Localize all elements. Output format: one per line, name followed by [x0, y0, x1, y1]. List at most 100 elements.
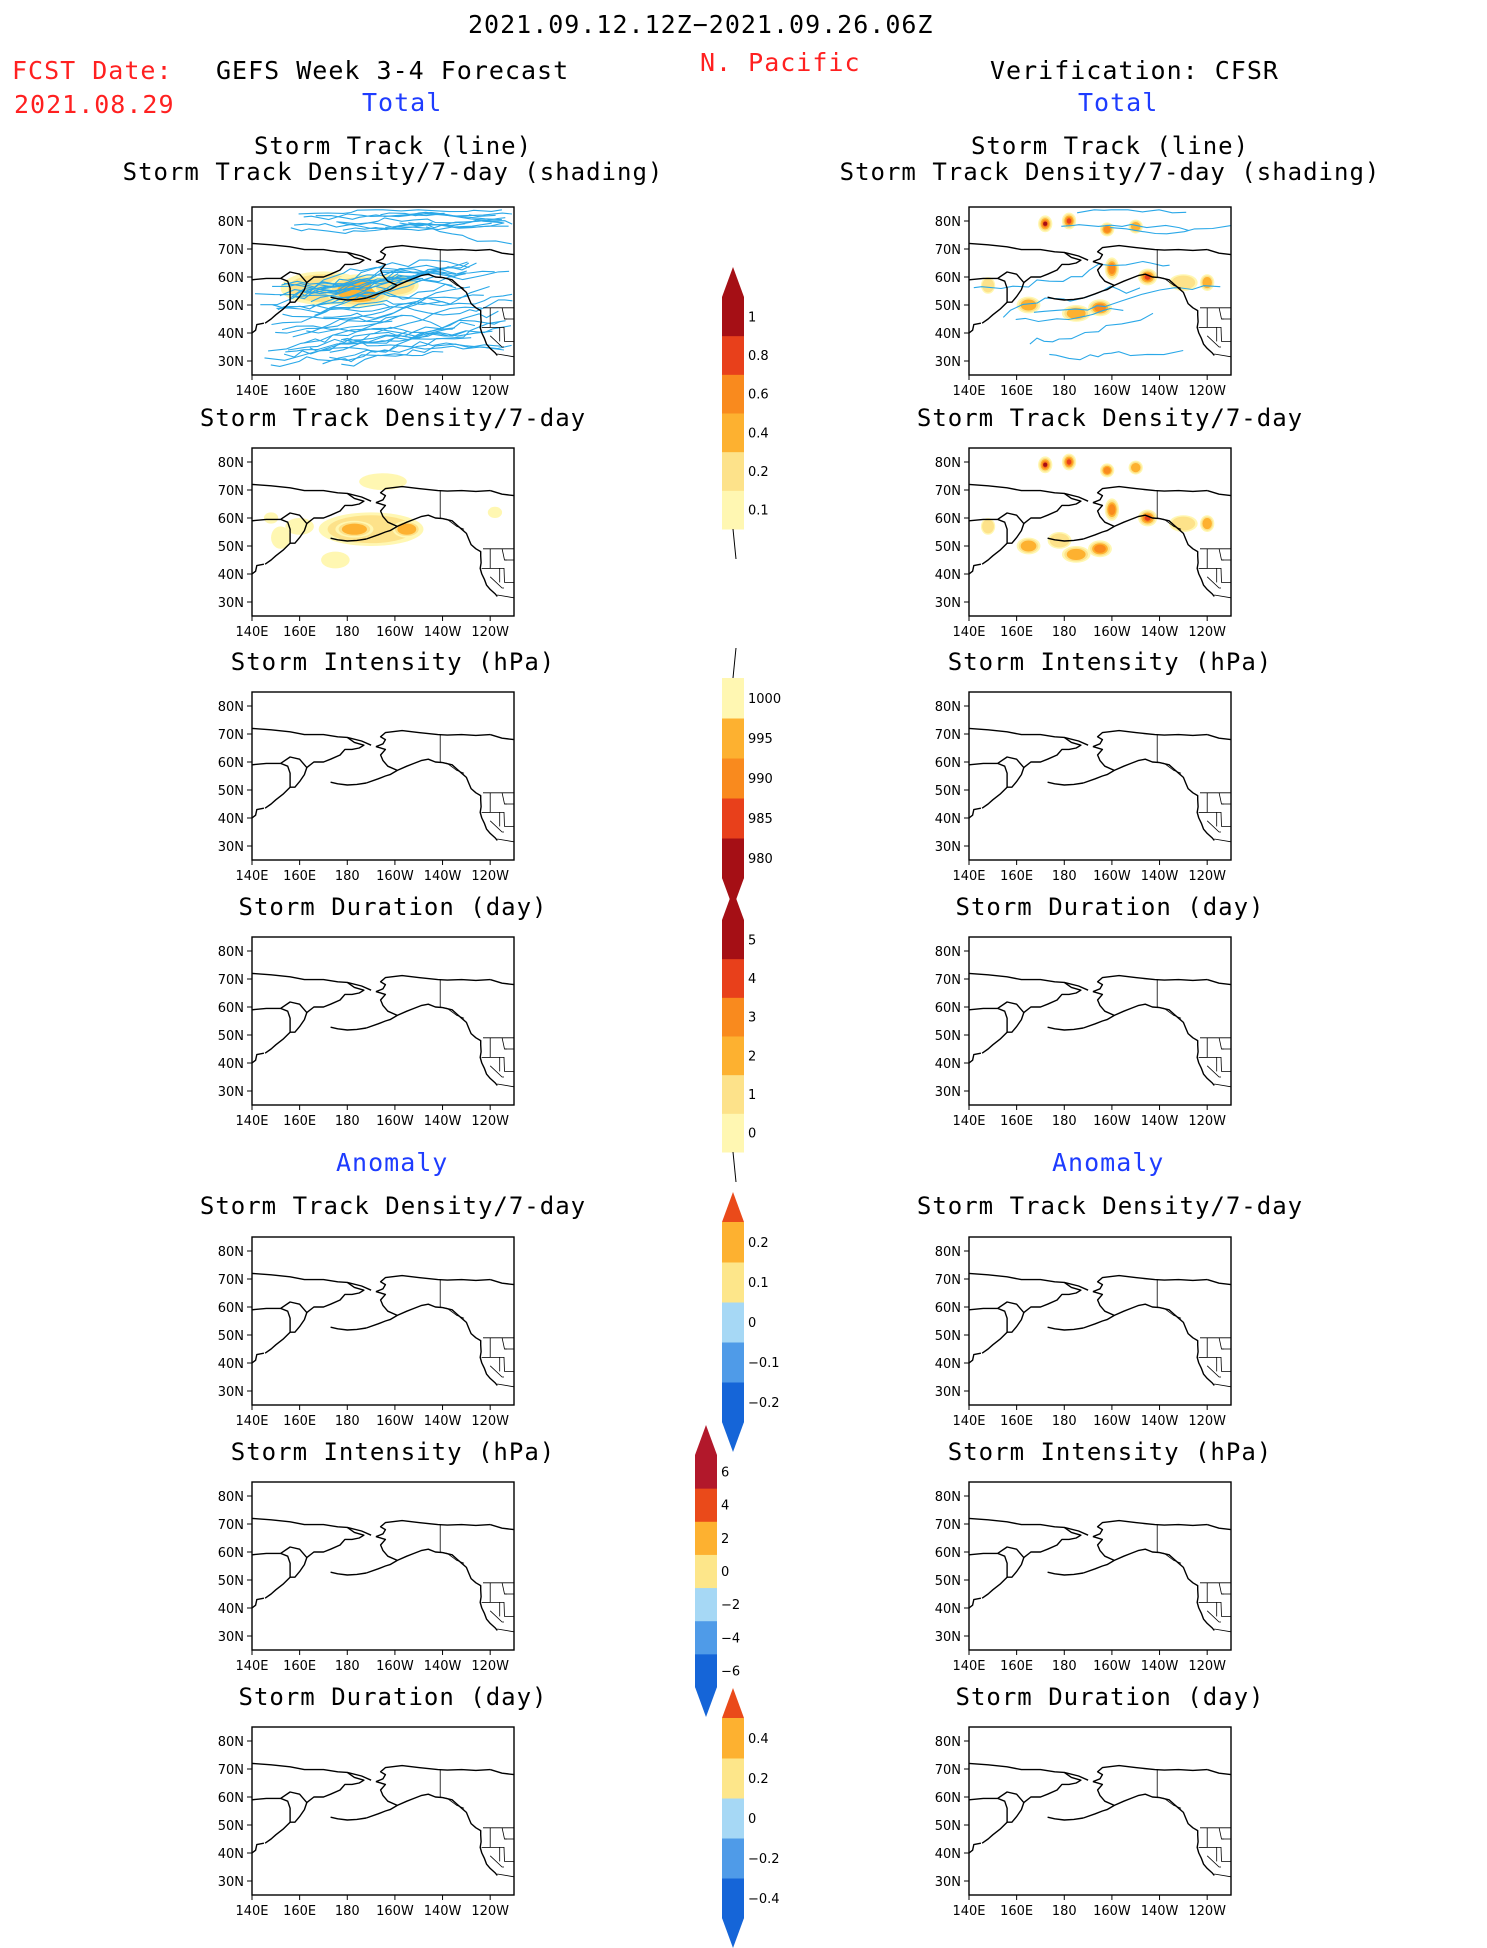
colorbar-label: 6 [721, 1466, 729, 1481]
map-background [252, 1237, 514, 1405]
title-intensity-anom-left: Storm Intensity (hPa) [230, 1438, 556, 1466]
colorbar-label: −4 [721, 1631, 740, 1646]
colorbar-label: 0 [748, 1316, 756, 1331]
colorbar-arrow-top [722, 1688, 744, 1718]
colorbar-label: 990 [748, 772, 773, 787]
coastline [1047, 1571, 1084, 1576]
colorbar-arrow-bottom [732, 528, 737, 560]
lat-tick-label: 60N [935, 512, 961, 527]
lat-tick-label: 30N [218, 1875, 244, 1890]
colorbar-segment [695, 1587, 717, 1622]
coastline [264, 542, 291, 565]
lon-tick-label: 140W [1141, 1414, 1179, 1429]
lat-tick-label: 40N [218, 1602, 244, 1617]
coastline [397, 1548, 498, 1631]
map-gefs-density-anom: 80N 70N 60N 50N 40N 30N 140E 160E 180 160W 140W 120… [218, 1236, 515, 1429]
coastline [251, 1272, 372, 1291]
lon-tick-label: 140W [424, 625, 462, 640]
coastline [1083, 260, 1115, 299]
lon-tick-label: 120W [1188, 1414, 1226, 1429]
lat-tick-label: 80N [935, 1490, 961, 1505]
border-line [1206, 792, 1231, 827]
left-anomaly-label: Anomaly [336, 1148, 449, 1177]
map-background [252, 937, 514, 1105]
coastline [1083, 1780, 1115, 1819]
lon-tick-label: 140E [952, 1114, 985, 1129]
coastline [251, 1842, 265, 1854]
density-cell [1171, 275, 1196, 290]
storm-track-line [306, 314, 476, 334]
colorbar-segment [722, 1382, 744, 1423]
storm-track-line [282, 293, 513, 320]
colorbar-segment [722, 1838, 744, 1879]
title-intensity-anom-right: Storm Intensity (hPa) [947, 1438, 1273, 1466]
lat-tick-label: 60N [935, 1791, 961, 1806]
lon-tick-label: 140W [424, 1114, 462, 1129]
border-line [489, 792, 514, 827]
map-frame [251, 1236, 515, 1406]
colorbar-label: 1 [748, 310, 756, 325]
lon-tick-label: 140E [952, 1414, 985, 1429]
border-line [489, 820, 504, 833]
lat-tick-label: 30N [218, 1085, 244, 1100]
coastline [251, 242, 372, 261]
lat-tick-label: 70N [935, 484, 961, 499]
coastline [1023, 981, 1082, 1014]
map-gefs-density-anom-svg: 80N 70N 60N 50N 40N 30N 140E 160E 180 160W 140W 120… [218, 1236, 515, 1429]
storm-tracks [254, 259, 513, 367]
lon-tick-label: 180 [1052, 625, 1077, 640]
density-cell [263, 512, 279, 524]
lon-tick-label: 140E [235, 1114, 268, 1129]
coastline [251, 1597, 265, 1609]
density-cell [1171, 516, 1196, 531]
map-gefs-duration: 80N 70N 60N 50N 40N 30N 140E 160E 180 160W 140W 120… [218, 936, 515, 1129]
coastline [251, 1517, 372, 1536]
coastline [251, 756, 308, 788]
left-total-label: Total [362, 88, 443, 117]
coastline [1114, 1548, 1215, 1631]
colorbar-segment [722, 1758, 744, 1799]
colorbar-segment [695, 1653, 717, 1688]
map-background [252, 1482, 514, 1650]
border-line [1214, 1083, 1232, 1088]
lat-tick-label: 80N [935, 945, 961, 960]
coastline [251, 563, 265, 575]
coastline [981, 1331, 1008, 1354]
lon-tick-label: 160W [376, 625, 414, 640]
lat-tick-label: 50N [935, 299, 961, 314]
coastline [981, 1576, 1008, 1599]
lat-tick-label: 70N [218, 728, 244, 743]
lat-tick-label: 60N [218, 756, 244, 771]
lat-tick-label: 40N [935, 1057, 961, 1072]
colorbar-label: 2 [748, 1049, 756, 1064]
lat-tick-label: 80N [218, 1735, 244, 1750]
border-line [489, 576, 504, 589]
coastline [366, 260, 398, 299]
title-duration-anom-right: Storm Duration (day) [955, 1683, 1265, 1711]
colorbar-label: −0.2 [748, 1396, 780, 1411]
coastline [366, 990, 398, 1029]
lat-tick-label: 80N [218, 456, 244, 471]
lat-tick-label: 80N [218, 945, 244, 960]
colorbar-segment [722, 1878, 744, 1919]
coastline-layer [968, 1517, 1232, 1633]
map-frame [968, 1481, 1232, 1651]
lon-tick-label: 120W [471, 1114, 509, 1129]
lat-tick-label: 40N [935, 1847, 961, 1862]
colorbar-segment [695, 1554, 717, 1589]
lon-tick-label: 140E [952, 869, 985, 884]
lon-tick-label: 160E [1000, 1904, 1033, 1919]
lat-tick-label: 70N [218, 243, 244, 258]
lat-tick-label: 40N [218, 812, 244, 827]
lon-tick-label: 160E [283, 1659, 316, 1674]
border-line [489, 1582, 514, 1617]
coastline [306, 1771, 365, 1804]
lon-tick-label: 180 [1052, 384, 1077, 399]
lat-tick-label: 40N [935, 327, 961, 342]
coastline [251, 727, 372, 746]
lon-tick-label: 140W [1141, 869, 1179, 884]
coastline [1083, 990, 1115, 1029]
colorbar-segment [722, 838, 744, 879]
storm-track-line [380, 211, 502, 221]
coastline [1092, 485, 1208, 504]
